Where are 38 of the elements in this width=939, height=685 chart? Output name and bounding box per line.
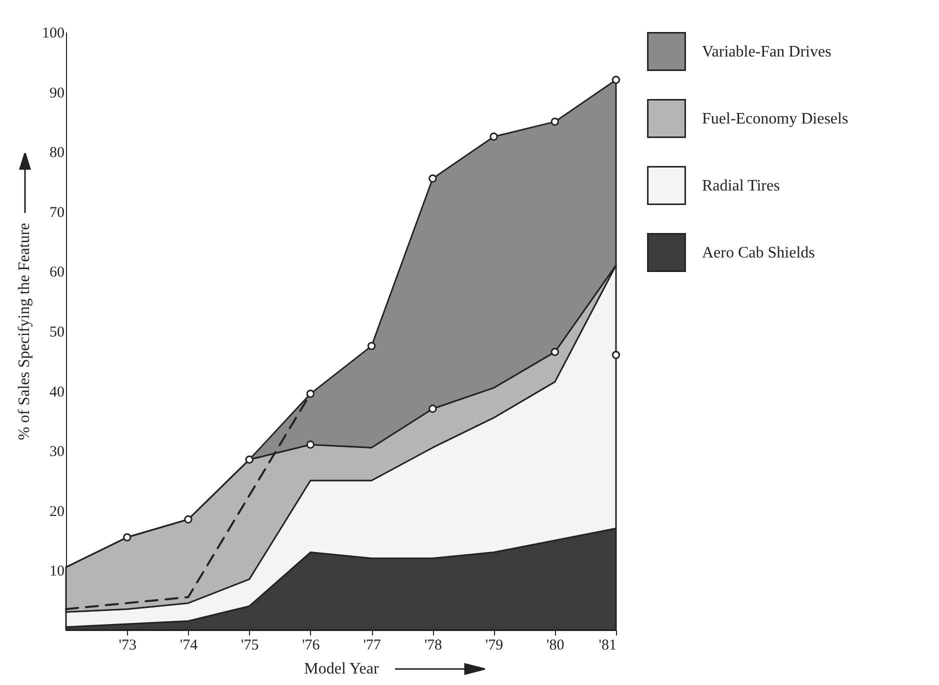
y-tick-label: 10 (50, 564, 64, 580)
x-tick-label: '76 (302, 638, 320, 654)
x-tick-label: '79 (485, 638, 504, 654)
point (550, 118, 559, 126)
point (612, 350, 620, 360)
y-tick-label: 50 (50, 324, 64, 340)
y-tick-label: 40 (50, 384, 64, 400)
x-tick-label: '77 (363, 638, 382, 654)
legend-label: Radial Tires (702, 178, 780, 194)
x-axis-title: Model Year (304, 660, 380, 678)
legend-label: Aero Cab Shields (702, 244, 815, 262)
x-tick-label: '78 (424, 638, 442, 654)
point (612, 76, 620, 84)
y-tick-label: 100 (42, 26, 64, 42)
y-tick-label: 30 (50, 444, 64, 460)
y-tick-label: 80 (50, 145, 64, 162)
point (367, 342, 376, 350)
x-tick-label: '80 (546, 638, 564, 654)
point (184, 515, 192, 524)
legend-label: Fuel-Economy Diesels (702, 110, 848, 128)
point (245, 455, 254, 464)
point (428, 174, 437, 183)
y-tick-label: 20 (50, 504, 64, 520)
point (306, 440, 315, 449)
y-tick-label: 60 (50, 264, 64, 281)
y-tick-label: 90 (50, 85, 64, 102)
point (428, 404, 437, 413)
y-axis-title: % of Sales Specifying the Feature (16, 222, 33, 440)
x-tick-label: '74 (180, 638, 198, 654)
point (550, 348, 559, 356)
x-tick-label: '75 (240, 638, 259, 654)
x-tick-label: '81 (598, 638, 616, 654)
point (306, 390, 315, 398)
legend-label: Variable-Fan Drives (702, 44, 832, 60)
x-tick-label: '73 (118, 638, 136, 654)
y-tick-label: 70 (50, 204, 64, 221)
point (123, 533, 132, 542)
point (490, 132, 498, 141)
